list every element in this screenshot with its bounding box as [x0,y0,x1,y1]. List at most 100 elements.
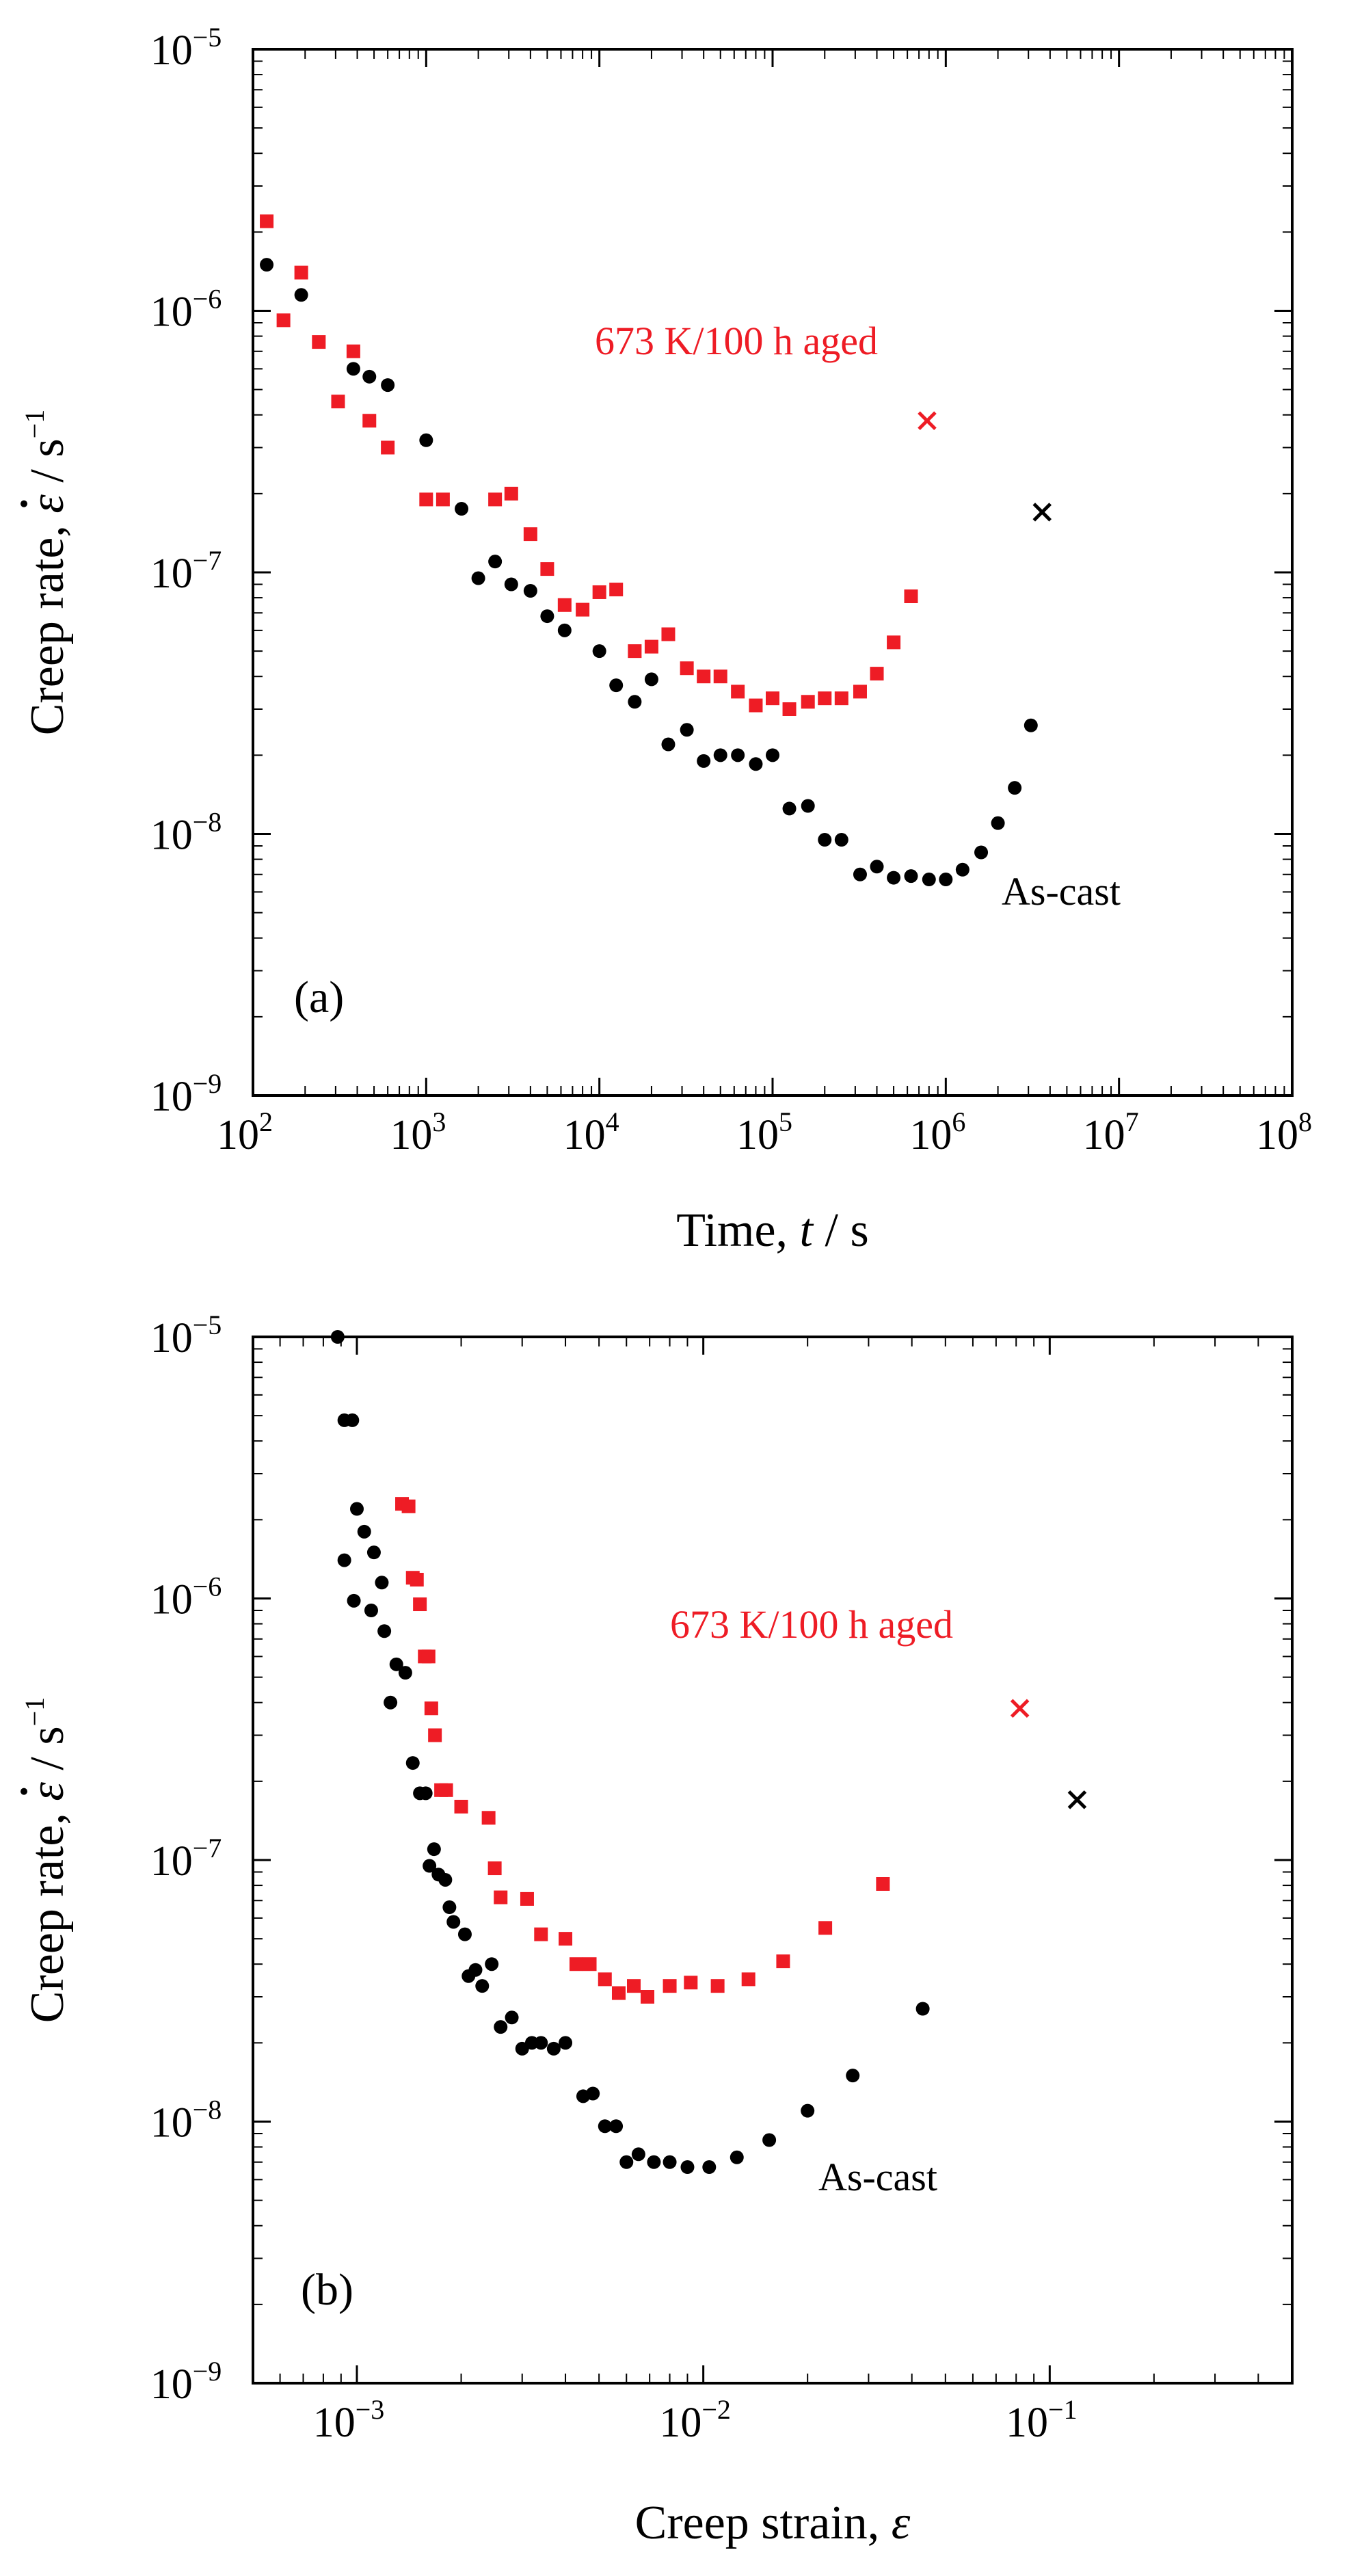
y-tick-label-exp: −8 [193,2095,222,2125]
data-point-ascast [557,623,572,637]
data-point-aged [494,1890,508,1904]
data-point-ascast [661,737,676,752]
data-point-ascast [631,2147,645,2162]
data-point-ascast [475,1979,490,1993]
data-point-aged [818,1921,833,1935]
data-point-ascast [468,1963,483,1977]
y-axis-label-b-unit: / s [21,1726,74,1782]
data-point-ascast [345,1413,360,1427]
y-tick-label-base: 10 [150,27,193,74]
y-tick-label: 10−5 [150,22,222,74]
x-tick-label-exp: −3 [356,2394,385,2425]
data-point-ascast [405,1756,420,1770]
x-ticks-a: 102 103 104 105 106 107 108 [217,49,1312,1158]
data-point-aged [569,1957,583,1971]
data-point-ascast [389,1657,403,1671]
data-point-aged [853,685,867,699]
data-point-ascast [505,2010,519,2025]
data-point-aged [331,395,345,409]
data-point-ascast [702,2160,717,2175]
fracture-marker-stroke [1067,1790,1087,1809]
data-point-ascast [904,869,918,884]
data-point-ascast [357,1524,371,1539]
data-point-aged [481,1811,496,1825]
x-tick-label-base: 10 [1256,1112,1298,1158]
data-point-aged [576,602,590,617]
y-tick-label-exp: −5 [193,22,222,53]
data-point-ascast [260,258,274,272]
data-point-ascast [534,2036,548,2050]
data-point-ascast [731,748,745,762]
data-point-aged [641,1990,655,2004]
data-point-aged [684,1976,698,1990]
x-axis-label-a-unit: / s [813,1204,869,1257]
data-points-a [260,214,1052,887]
data-point-ascast [762,2133,777,2147]
y-tick-label: 10−7 [150,545,222,597]
data-point-aged [749,698,763,713]
data-point-aged [713,669,727,684]
y-axis-label-a-text: Creep rate, [21,514,74,736]
data-point-aged [428,1728,442,1742]
fracture-marker [1067,1790,1087,1809]
x-tick-label-base: 10 [217,1112,259,1158]
y-tick-label-exp: −6 [193,284,222,315]
data-point-ascast [559,2036,573,2050]
x-axis-label-a-var: t [800,1204,814,1257]
x-tick-label-exp: 2 [259,1106,273,1137]
x-axis-label-a: Time, t / s [676,1204,868,1257]
fracture-marker [918,411,937,431]
data-point-ascast [540,609,554,624]
data-point-ascast [446,1915,461,1929]
data-point-aged [439,1783,453,1797]
y-tick-label: 10−7 [150,1833,222,1885]
data-point-ascast [647,2155,661,2169]
data-point-ascast [749,757,763,771]
y-tick-label-base: 10 [150,1074,193,1120]
y-tick-label-base: 10 [150,2100,193,2147]
y-tick-label-exp: −9 [193,1068,222,1099]
data-point-ascast [887,871,901,885]
panel-a: 102 103 104 105 106 107 108 10−910−810−710−610… [19,22,1312,1257]
y-tick-label-exp: −9 [193,2356,222,2387]
data-point-aged [523,527,537,542]
plot-frame-b [252,1336,1294,2385]
x-tick-label-exp: 8 [1298,1106,1312,1137]
annotation-aged-a: 673 K/100 h aged [595,319,878,363]
data-point-ascast [680,723,694,737]
data-point-ascast [853,867,867,881]
x-tick-label-exp: 3 [432,1106,446,1137]
data-point-ascast [330,1330,345,1344]
data-point-aged [487,1861,502,1876]
y-tick-label-base: 10 [150,2361,193,2408]
data-point-aged [661,627,676,641]
data-point-ascast [846,2069,860,2083]
data-point-ascast [347,1593,361,1608]
data-point-aged [381,440,395,455]
data-point-ascast [442,1900,457,1915]
x-tick-label-exp: 5 [779,1106,792,1137]
x-tick-label-base: 10 [563,1112,606,1158]
data-point-aged [520,1891,534,1906]
data-point-ascast [818,833,832,847]
data-point-ascast [609,678,624,693]
data-point-aged [488,492,503,507]
data-points-b [330,1330,1087,2175]
data-point-aged [766,691,779,706]
data-point-aged [731,685,745,699]
x-tick-label-exp: −2 [701,2394,731,2425]
data-point-aged [294,265,308,280]
data-point-aged [628,644,642,659]
data-point-ascast [628,695,642,709]
data-point-aged [346,344,360,358]
data-point-aged [260,214,274,228]
data-point-aged [609,583,624,597]
panel-b: 10−3 10−2 10−1 10−910−810−710−610−5 (b) 67… [19,1310,1294,2549]
data-point-aged [401,1499,416,1513]
data-point-ascast [488,555,503,569]
data-point-ascast [801,2103,815,2118]
data-point-ascast [730,2150,744,2164]
data-point-ascast [974,845,989,860]
data-point-ascast [619,2155,634,2169]
data-point-aged [870,667,884,681]
